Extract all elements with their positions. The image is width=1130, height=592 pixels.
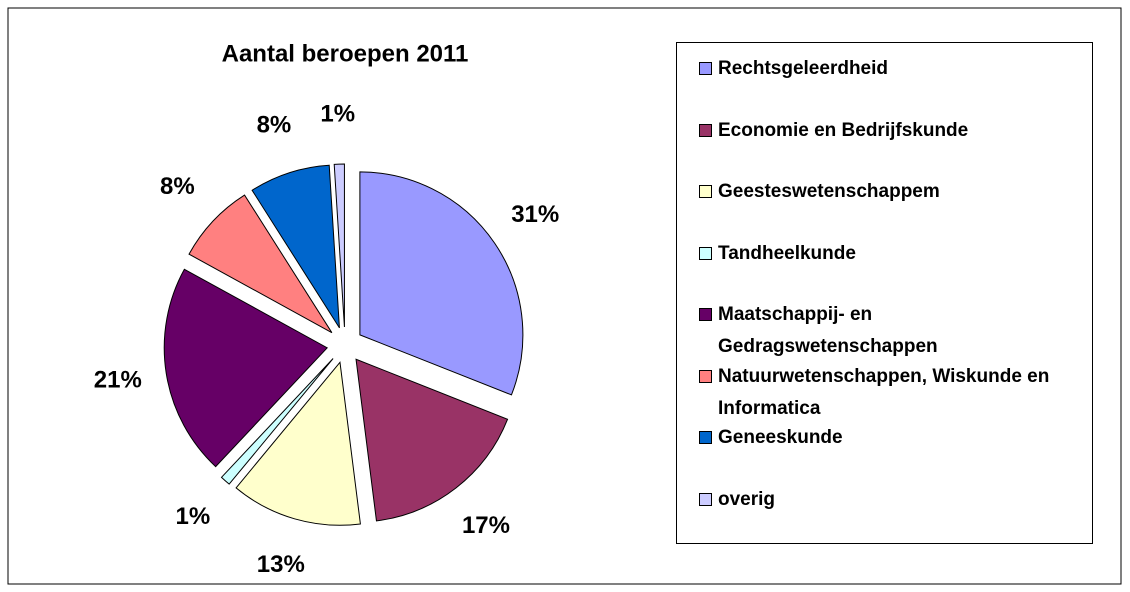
data-label: 17% (462, 512, 510, 539)
data-label: 1% (176, 503, 211, 530)
legend-swatch (699, 308, 712, 321)
legend: Rechtsgeleerdheid Economie en Bedrijfskun… (676, 42, 1093, 544)
chart-title: Aantal beroepen 2011 (222, 40, 469, 67)
pie-slice (355, 358, 509, 522)
legend-item: Natuurwetenschappen, Wiskunde en Informa… (699, 363, 1079, 425)
legend-swatch (699, 123, 712, 137)
legend-swatch (699, 431, 712, 444)
legend-swatch (699, 246, 712, 260)
legend-item: Rechtsgeleerdheid (699, 55, 1079, 85)
pie-slice (188, 194, 333, 334)
legend-label: Geesteswetenschappem (718, 181, 940, 202)
pie: 31% 17% 13% 1% 21% 8% 8% 1% (94, 100, 559, 578)
legend-item: Maatschappij- en Gedragswetenschappen (699, 301, 1079, 363)
legend-swatch (699, 62, 712, 75)
data-label: 13% (257, 551, 305, 578)
pie-slice (220, 358, 334, 485)
legend-item: Tandheelkunde (699, 240, 1079, 270)
legend-item: Geesteswetenschappem (699, 178, 1079, 208)
legend-label: Economie en Bedrijfskunde (718, 119, 969, 141)
legend-label: Tandheelkunde (718, 242, 856, 264)
legend-swatch (699, 492, 712, 506)
legend-label: Geneeskunde (718, 427, 843, 448)
legend-swatch (699, 369, 712, 383)
legend-item: Geneeskunde (699, 424, 1079, 454)
pie-slice (251, 164, 340, 329)
legend-label: Natuurwetenschappen, Wiskunde en Informa… (718, 365, 1050, 419)
legend-swatch (699, 185, 712, 198)
pie-slice (163, 268, 329, 468)
pie-slice (235, 361, 361, 526)
legend-label: overig (718, 488, 776, 510)
legend-item: overig (699, 486, 1079, 516)
legend-label: Rechtsgeleerdheid (718, 58, 888, 79)
legend-label: Maatschappij- en Gedragswetenschappen (718, 304, 938, 357)
data-label: 8% (257, 112, 292, 139)
data-label: 1% (320, 100, 355, 127)
pie-slice (359, 171, 524, 396)
data-label: 31% (511, 201, 559, 228)
data-label: 8% (160, 173, 195, 200)
data-label: 21% (94, 366, 142, 393)
pie-slice (333, 163, 345, 328)
legend-item: Economie en Bedrijfskunde (699, 117, 1079, 147)
